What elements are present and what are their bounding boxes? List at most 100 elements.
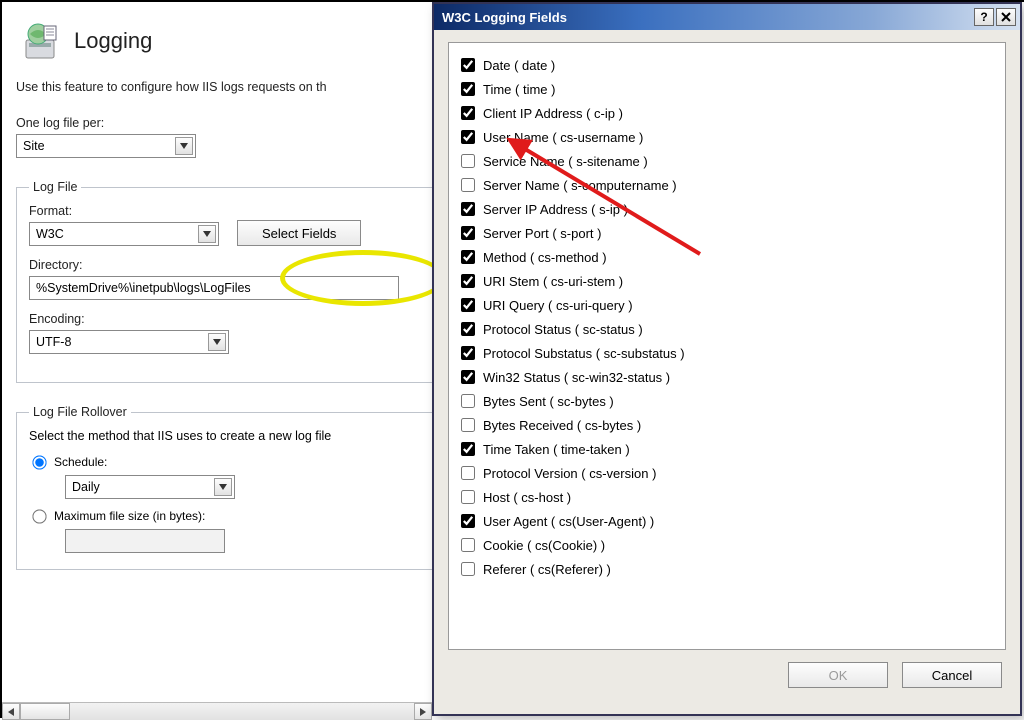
field-checkbox[interactable] <box>461 562 475 576</box>
field-item[interactable]: Win32 Status ( sc-win32-status ) <box>461 365 993 389</box>
field-item[interactable]: Cookie ( cs(Cookie) ) <box>461 533 993 557</box>
field-label: Host ( cs-host ) <box>483 490 571 505</box>
close-button[interactable] <box>996 8 1016 26</box>
scroll-right-icon[interactable] <box>414 703 432 720</box>
field-item[interactable]: Host ( cs-host ) <box>461 485 993 509</box>
field-checkbox[interactable] <box>461 394 475 408</box>
maxsize-radio[interactable] <box>32 509 46 523</box>
schedule-value: Daily <box>72 480 100 494</box>
field-checkbox[interactable] <box>461 202 475 216</box>
field-item[interactable]: Method ( cs-method ) <box>461 245 993 269</box>
field-checkbox[interactable] <box>461 274 475 288</box>
horizontal-scrollbar[interactable] <box>2 702 432 720</box>
field-checkbox[interactable] <box>461 370 475 384</box>
format-dropdown[interactable]: W3C <box>29 222 219 246</box>
field-label: Protocol Substatus ( sc-substatus ) <box>483 346 685 361</box>
field-label: User Name ( cs-username ) <box>483 130 643 145</box>
dialog-titlebar: W3C Logging Fields ? <box>434 4 1020 30</box>
field-checkbox[interactable] <box>461 250 475 264</box>
field-label: Referer ( cs(Referer) ) <box>483 562 611 577</box>
scroll-thumb[interactable] <box>20 703 70 720</box>
field-label: Cookie ( cs(Cookie) ) <box>483 538 605 553</box>
field-checkbox[interactable] <box>461 538 475 552</box>
rollover-legend: Log File Rollover <box>29 405 131 419</box>
field-checkbox[interactable] <box>461 82 475 96</box>
chevron-down-icon[interactable] <box>175 137 193 155</box>
field-item[interactable]: Client IP Address ( c-ip ) <box>461 101 993 125</box>
directory-input[interactable] <box>29 276 399 300</box>
field-label: Server IP Address ( s-ip ) <box>483 202 628 217</box>
format-label: Format: <box>29 204 219 218</box>
field-checkbox[interactable] <box>461 442 475 456</box>
schedule-radio[interactable] <box>32 455 46 469</box>
field-label: Protocol Status ( sc-status ) <box>483 322 643 337</box>
field-item[interactable]: Server Name ( s-computername ) <box>461 173 993 197</box>
field-label: Win32 Status ( sc-win32-status ) <box>483 370 670 385</box>
format-value: W3C <box>36 227 64 241</box>
field-checkbox[interactable] <box>461 58 475 72</box>
field-item[interactable]: Protocol Version ( cs-version ) <box>461 461 993 485</box>
scroll-left-icon[interactable] <box>2 703 20 720</box>
dialog-title: W3C Logging Fields <box>442 10 567 25</box>
schedule-label: Schedule: <box>54 455 107 469</box>
page-title: Logging <box>74 28 152 54</box>
field-checkbox[interactable] <box>461 322 475 336</box>
field-checkbox[interactable] <box>461 298 475 312</box>
chevron-down-icon[interactable] <box>214 478 232 496</box>
field-checkbox[interactable] <box>461 226 475 240</box>
field-item[interactable]: Referer ( cs(Referer) ) <box>461 557 993 581</box>
field-label: URI Query ( cs-uri-query ) <box>483 298 633 313</box>
field-checkbox[interactable] <box>461 490 475 504</box>
field-checkbox[interactable] <box>461 418 475 432</box>
field-item[interactable]: Bytes Sent ( sc-bytes ) <box>461 389 993 413</box>
field-item[interactable]: URI Query ( cs-uri-query ) <box>461 293 993 317</box>
one-log-value: Site <box>23 139 45 153</box>
field-item[interactable]: Bytes Received ( cs-bytes ) <box>461 413 993 437</box>
field-label: Time ( time ) <box>483 82 555 97</box>
field-checkbox[interactable] <box>461 154 475 168</box>
field-item[interactable]: Time ( time ) <box>461 77 993 101</box>
field-item[interactable]: Service Name ( s-sitename ) <box>461 149 993 173</box>
field-checkbox[interactable] <box>461 130 475 144</box>
dialog-body: Date ( date ) Time ( time ) Client IP Addr… <box>434 30 1020 650</box>
field-label: Time Taken ( time-taken ) <box>483 442 630 457</box>
field-label: Service Name ( s-sitename ) <box>483 154 648 169</box>
field-checkbox[interactable] <box>461 514 475 528</box>
field-item[interactable]: Server Port ( s-port ) <box>461 221 993 245</box>
chevron-down-icon[interactable] <box>208 333 226 351</box>
w3c-fields-dialog: W3C Logging Fields ? Date ( date ) Time (… <box>432 2 1022 716</box>
field-item[interactable]: Protocol Status ( sc-status ) <box>461 317 993 341</box>
schedule-dropdown[interactable]: Daily <box>65 475 235 499</box>
cancel-button[interactable]: Cancel <box>902 662 1002 688</box>
encoding-dropdown[interactable]: UTF-8 <box>29 330 229 354</box>
field-checkbox[interactable] <box>461 466 475 480</box>
field-item[interactable]: Date ( date ) <box>461 53 993 77</box>
field-item[interactable]: User Agent ( cs(User-Agent) ) <box>461 509 993 533</box>
ok-button[interactable]: OK <box>788 662 888 688</box>
field-checkbox[interactable] <box>461 346 475 360</box>
field-label: Bytes Sent ( sc-bytes ) <box>483 394 614 409</box>
chevron-down-icon[interactable] <box>198 225 216 243</box>
field-item[interactable]: URI Stem ( cs-uri-stem ) <box>461 269 993 293</box>
field-label: Protocol Version ( cs-version ) <box>483 466 656 481</box>
field-label: Server Port ( s-port ) <box>483 226 601 241</box>
field-item[interactable]: Time Taken ( time-taken ) <box>461 437 993 461</box>
field-item[interactable]: Protocol Substatus ( sc-substatus ) <box>461 341 993 365</box>
maxsize-label: Maximum file size (in bytes): <box>54 509 205 523</box>
field-label: Method ( cs-method ) <box>483 250 607 265</box>
fields-list: Date ( date ) Time ( time ) Client IP Addr… <box>448 42 1006 650</box>
select-fields-button[interactable]: Select Fields <box>237 220 361 246</box>
one-log-dropdown[interactable]: Site <box>16 134 196 158</box>
field-item[interactable]: User Name ( cs-username ) <box>461 125 993 149</box>
field-item[interactable]: Server IP Address ( s-ip ) <box>461 197 993 221</box>
field-checkbox[interactable] <box>461 178 475 192</box>
maxsize-input <box>65 529 225 553</box>
field-label: Server Name ( s-computername ) <box>483 178 677 193</box>
logging-icon <box>20 20 62 62</box>
field-label: User Agent ( cs(User-Agent) ) <box>483 514 654 529</box>
field-label: Client IP Address ( c-ip ) <box>483 106 623 121</box>
field-label: Bytes Received ( cs-bytes ) <box>483 418 641 433</box>
field-label: URI Stem ( cs-uri-stem ) <box>483 274 623 289</box>
field-checkbox[interactable] <box>461 106 475 120</box>
help-button[interactable]: ? <box>974 8 994 26</box>
